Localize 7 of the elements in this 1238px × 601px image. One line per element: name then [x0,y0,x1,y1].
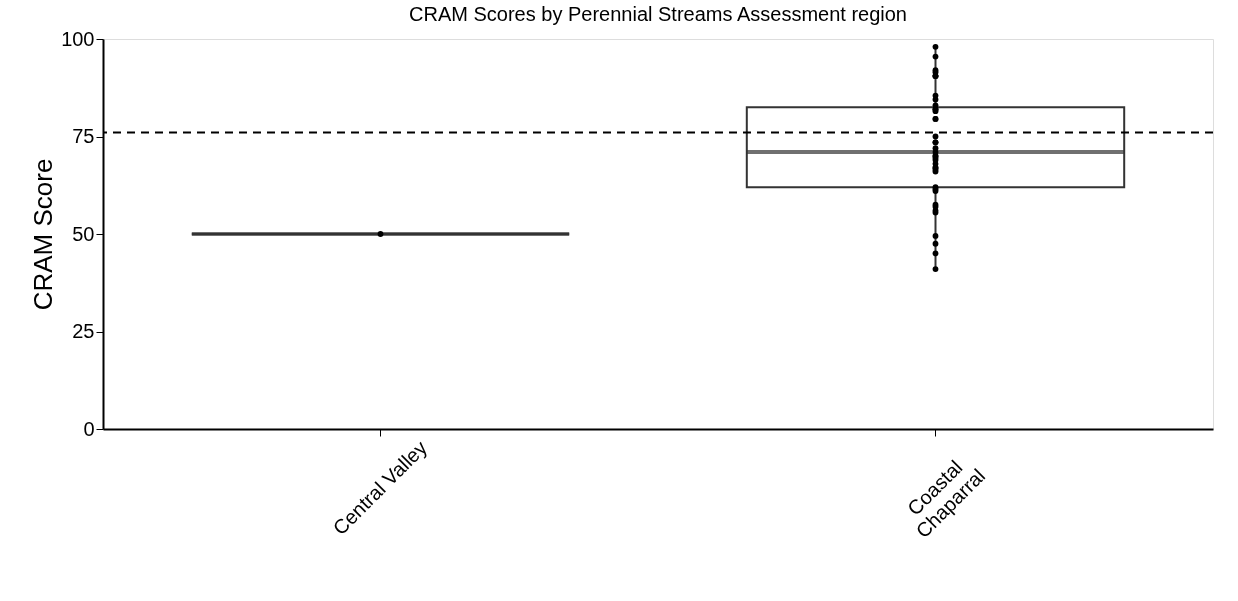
y-tick-label: 50 [72,222,95,245]
y-tick-label: 75 [72,125,95,147]
y-tick-label: 0 [83,417,95,440]
y-tick-label: 100 [61,27,95,50]
chart-title: CRAM Scores by Perennial Streams Assessment region [409,3,907,25]
y-axis-title: CRAM Score [28,158,59,311]
y-tick-label: 25 [72,320,95,342]
